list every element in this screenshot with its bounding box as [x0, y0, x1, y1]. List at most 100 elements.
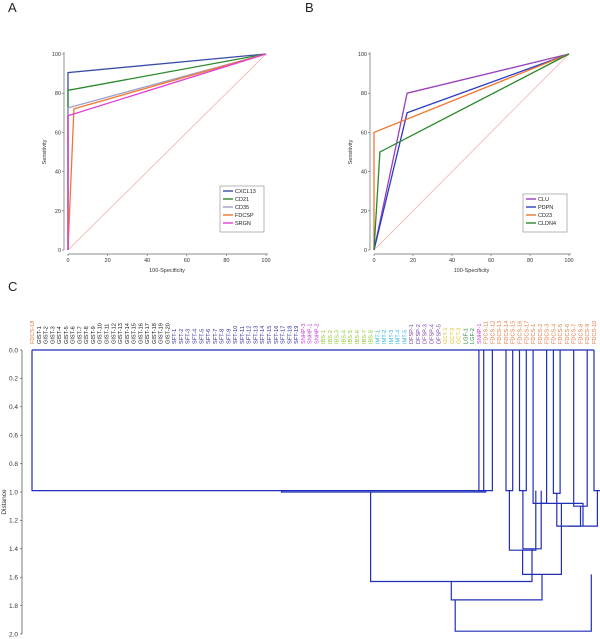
x-tick-label: 80 [527, 258, 533, 264]
leaf-label: FDCS-13 [497, 321, 503, 344]
leaf-label: DFSP-2 [416, 324, 422, 344]
leaf-label: SFT-15 [267, 326, 273, 344]
leaf-label: GIST-14 [125, 323, 131, 344]
legend-label: CD21 [235, 197, 249, 203]
leaf-label: SNHP-3 [301, 323, 307, 344]
x-tick-label: 80 [223, 258, 229, 264]
distance-tick-label: 2.0 [9, 631, 18, 638]
x-tick-label: 40 [144, 258, 150, 264]
dendrogram-link [539, 502, 584, 527]
reference-diagonal [373, 53, 570, 251]
leaf-label: GCT-3 [457, 328, 463, 344]
panel-letter-c: C [8, 279, 17, 294]
dendrogram-c: 0.0 0.2 0.4 0.6 0.8 1.0 1.2 1.4 1.6 1.8 2.0 Distanc… [1, 321, 600, 638]
dendrogram-link [31, 350, 485, 492]
leaf-label: IBS-6 [355, 330, 361, 344]
legend-label: CLU [538, 197, 549, 203]
y-tick-label: 0 [58, 248, 61, 254]
leaf-label: IMT-4 [396, 330, 402, 344]
leaf-label: GIST-8 [84, 326, 90, 344]
leaf-label: SFT-3 [186, 329, 192, 344]
leaf-label: GIST-16 [138, 323, 144, 344]
panel-letter-b: B [305, 0, 314, 15]
y-tick-label: 100 [52, 52, 61, 58]
leaf-label: FDCS-4 [551, 324, 557, 344]
legend-label: CD23 [538, 213, 552, 219]
leaf-label: FDCS-6 [565, 324, 571, 344]
leaf-label: IMT-1 [375, 330, 381, 344]
leaf-label: IBS-4 [342, 330, 348, 344]
y-tick-label: 0 [364, 248, 367, 254]
x-tick-label: 100 [261, 258, 270, 264]
legend-label: CLDN4 [538, 221, 556, 227]
leaf-label: GIST-13 [118, 323, 124, 344]
leaf-label: FDCS-16 [518, 321, 524, 344]
leaf-label: IMT-2 [382, 330, 388, 344]
leaf-label: GIST-4 [57, 326, 63, 344]
legend-label: PDPN [538, 205, 553, 211]
distance-tick-label: 0.0 [9, 347, 18, 354]
leaf-label: GCT-1 [443, 328, 449, 344]
leaf-label: GIST-18 [152, 323, 158, 344]
leaf-label: FDCS-17 [524, 321, 530, 344]
roc-curve-pdpn [373, 53, 570, 251]
legend-label: CXCL13 [235, 189, 256, 195]
leaf-label: DFSP-1 [409, 324, 415, 344]
dendrogram-link [573, 350, 588, 507]
leaf-label: SFT-19 [294, 326, 300, 344]
distance-tick-label: 0.8 [9, 461, 18, 468]
leaf-label: FDCS-11 [484, 321, 490, 344]
leaf-label: SFT-16 [274, 326, 280, 344]
leaf-label: IMT-5 [402, 330, 408, 344]
leaf-label: GIST-5 [64, 326, 70, 344]
legend-box [219, 185, 265, 233]
roc-chart-b: 0 20 40 60 80 100 0 20 40 60 80 100 100-Specificity S… [348, 52, 574, 274]
x-tick-label: 40 [449, 258, 455, 264]
leaf-label: IBS-2 [328, 330, 334, 344]
leaf-label: SFT-10 [233, 326, 239, 344]
distance-tick-label: 1.2 [9, 518, 18, 525]
leaf-label: GIST-10 [98, 323, 104, 344]
leaf-label: FDCS-8 [579, 324, 585, 344]
distance-tick-label: 0.4 [9, 404, 18, 411]
leaf-label: GIST-11 [105, 324, 111, 344]
leaf-label: FDCS-3 [545, 324, 551, 344]
dendrogram-link [370, 492, 533, 583]
leaf-label: FDCS-15 [511, 321, 517, 344]
leaf-label: IMT-3 [389, 330, 395, 344]
leaf-label: FDCS-5 [558, 324, 564, 344]
leaf-label: SNHP-2 [314, 323, 320, 344]
x-tick-label: 100 [564, 258, 573, 264]
dendrogram-link [532, 350, 548, 504]
distance-tick-label: 0.2 [9, 376, 18, 383]
distance-tick-label: 0.6 [9, 433, 18, 440]
leaf-label: GIST-7 [77, 326, 83, 344]
legend-label: FDCSP [235, 213, 254, 219]
leaf-label: IBS-7 [362, 330, 368, 344]
leaf-label: SFT-18 [287, 326, 293, 344]
leaf-label: SFT-14 [260, 326, 266, 344]
distance-tick-label: 1.8 [9, 603, 18, 610]
dendrogram-link [522, 503, 562, 575]
x-tick-label: 20 [410, 258, 416, 264]
dendrogram-link [556, 493, 582, 527]
leaf-label: IBS-8 [369, 330, 375, 344]
leaf-label: DFSP-4 [430, 324, 436, 344]
dendrogram-link [280, 490, 487, 493]
dendrogram-link [568, 490, 598, 527]
leaf-label: IBS-1 [321, 330, 327, 344]
leaf-label: FDCS-2 [538, 324, 544, 344]
y-tick-label: 60 [55, 130, 61, 136]
distance-tick-label: 1.0 [9, 489, 18, 496]
leaf-label: SFT-1 [172, 329, 178, 344]
leaf-label: GIST-2 [44, 326, 50, 344]
leaf-label: FDCS-10 [592, 321, 598, 344]
leaf-label: SNHP-1 [308, 323, 314, 344]
leaf-label: GIST-6 [71, 326, 77, 344]
leaf-label: FDCS-7 [572, 324, 578, 344]
leaf-label: DFSP-3 [423, 324, 429, 344]
leaf-label: GIST-1 [37, 326, 43, 344]
x-tick-label: 60 [488, 258, 494, 264]
dendrogram-link [593, 350, 600, 492]
x-tick-label: 0 [372, 258, 375, 264]
